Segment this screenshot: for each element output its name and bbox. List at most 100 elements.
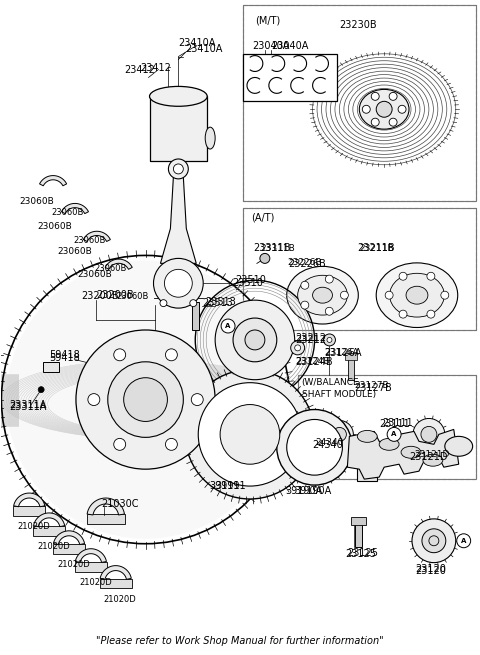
Text: 23060B: 23060B [37, 222, 72, 231]
Text: 39191: 39191 [210, 481, 240, 491]
Circle shape [185, 370, 314, 499]
Circle shape [422, 529, 446, 553]
Text: 23410A: 23410A [179, 37, 216, 48]
Circle shape [399, 310, 407, 318]
Circle shape [168, 159, 188, 179]
Polygon shape [348, 430, 459, 479]
Text: 23120: 23120 [415, 563, 446, 574]
Text: 23124B: 23124B [296, 357, 333, 367]
Text: 23513: 23513 [202, 298, 233, 308]
Circle shape [154, 259, 203, 308]
Text: 23126A: 23126A [324, 348, 362, 358]
Circle shape [287, 419, 342, 475]
Circle shape [333, 428, 347, 441]
Circle shape [301, 301, 309, 309]
Bar [298, 375, 476, 479]
Text: 23120: 23120 [415, 565, 446, 576]
Text: 59418: 59418 [49, 350, 80, 360]
Text: 21030C: 21030C [101, 499, 138, 509]
Circle shape [327, 337, 332, 343]
Circle shape [362, 105, 370, 113]
Text: 23127B: 23127B [354, 381, 389, 390]
Circle shape [233, 318, 277, 362]
Circle shape [371, 118, 379, 126]
Circle shape [385, 291, 393, 299]
Text: 23200B: 23200B [96, 290, 133, 300]
Polygon shape [87, 498, 124, 515]
Circle shape [6, 261, 285, 539]
Text: 23412: 23412 [141, 62, 171, 73]
Text: 23226B: 23226B [288, 259, 326, 269]
Circle shape [277, 409, 352, 485]
Text: 23200B: 23200B [81, 291, 119, 301]
Circle shape [192, 394, 203, 405]
Text: 23121D: 23121D [409, 452, 447, 462]
Text: 23040A: 23040A [252, 41, 289, 50]
Ellipse shape [287, 267, 358, 324]
Text: 59418: 59418 [49, 353, 80, 363]
Bar [243, 54, 337, 102]
Circle shape [160, 299, 167, 307]
Bar [243, 5, 476, 200]
Circle shape [399, 272, 407, 280]
Circle shape [421, 426, 437, 442]
Text: 21020D: 21020D [104, 595, 136, 604]
Ellipse shape [357, 430, 377, 442]
Ellipse shape [379, 438, 399, 450]
Text: 23510: 23510 [232, 278, 263, 288]
Circle shape [301, 281, 309, 290]
Circle shape [124, 378, 168, 421]
Ellipse shape [445, 436, 473, 457]
Ellipse shape [205, 127, 215, 149]
Bar [75, 561, 107, 572]
Text: 23212: 23212 [296, 335, 327, 345]
Circle shape [324, 334, 336, 346]
Bar [243, 208, 476, 330]
Circle shape [457, 534, 471, 548]
Text: 21020D: 21020D [37, 542, 70, 552]
Text: 23060B: 23060B [95, 264, 127, 273]
Bar [192, 302, 199, 330]
Text: 39190A: 39190A [295, 486, 332, 496]
Polygon shape [160, 177, 196, 263]
Text: 23125: 23125 [348, 548, 378, 557]
Bar [346, 353, 357, 360]
Polygon shape [100, 566, 132, 580]
Circle shape [389, 92, 397, 100]
Circle shape [325, 421, 353, 448]
Circle shape [166, 349, 178, 361]
Text: 23410A: 23410A [185, 44, 223, 54]
Bar [243, 5, 476, 200]
Bar [33, 526, 65, 536]
Text: 39190A: 39190A [286, 486, 323, 496]
Text: 23121D: 23121D [414, 450, 449, 458]
Circle shape [325, 307, 333, 315]
Ellipse shape [406, 286, 428, 304]
Circle shape [76, 330, 215, 469]
Text: A: A [226, 323, 231, 329]
Text: 23111: 23111 [379, 419, 410, 430]
Circle shape [245, 330, 265, 350]
Ellipse shape [376, 263, 458, 328]
Polygon shape [34, 513, 65, 527]
Text: 23060B: 23060B [117, 291, 149, 301]
Bar [348, 355, 354, 380]
Text: "Please refer to Work Shop Manual for further information": "Please refer to Work Shop Manual for fu… [96, 636, 384, 646]
Text: 23211B: 23211B [357, 244, 395, 253]
Circle shape [412, 519, 456, 563]
Circle shape [165, 269, 192, 297]
Text: 23060B: 23060B [51, 208, 84, 217]
Circle shape [166, 438, 178, 451]
Bar [53, 544, 85, 553]
Circle shape [220, 405, 280, 464]
Text: 24340: 24340 [315, 438, 344, 447]
Ellipse shape [298, 275, 348, 315]
Text: 23060B: 23060B [77, 270, 112, 279]
Circle shape [427, 310, 435, 318]
Text: 23311A: 23311A [9, 402, 47, 411]
Bar [87, 514, 125, 524]
Circle shape [114, 349, 126, 361]
Polygon shape [13, 493, 45, 507]
Text: 24340: 24340 [312, 440, 343, 451]
Circle shape [371, 92, 379, 100]
